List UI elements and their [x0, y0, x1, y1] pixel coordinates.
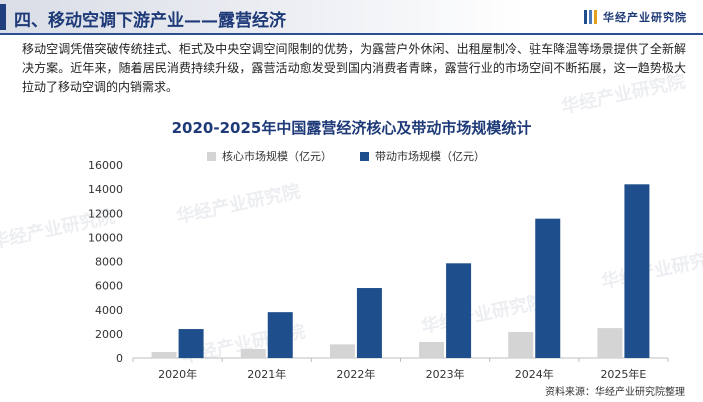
- y-tick-label: 16000: [88, 159, 123, 172]
- y-tick-label: 8000: [95, 256, 123, 269]
- legend-swatch-core: [207, 151, 216, 161]
- header-accent: [0, 4, 6, 30]
- x-tick-label: 2022年: [336, 367, 375, 381]
- bar-core: [508, 332, 534, 358]
- bar-driven: [178, 329, 204, 358]
- bar-driven: [356, 288, 382, 358]
- source-note: 资料来源：华经产业研究院整理: [545, 387, 685, 398]
- y-tick-label: 2000: [95, 328, 123, 341]
- legend-swatch-driven: [360, 151, 369, 161]
- page-title: 四、移动空调下游产业——露营经济: [14, 11, 286, 31]
- intro-paragraph: 移动空调凭借突破传统挂式、柜式及中央空调空间限制的优势，为露营户外休闲、出租屋制…: [22, 42, 686, 94]
- chart-legend: 核心市场规模（亿元） 带动市场规模（亿元）: [207, 148, 485, 164]
- chart-title: 2020-2025年中国露营经济核心及带动市场规模统计: [171, 119, 532, 137]
- y-tick-label: 10000: [88, 231, 123, 244]
- legend-label-core: 核心市场规模（亿元）: [222, 150, 332, 163]
- brand: 华经产业研究院: [584, 9, 687, 25]
- y-tick-label: 14000: [88, 183, 123, 196]
- x-tick-label: 2025年E: [600, 367, 646, 381]
- header-divider: [0, 33, 703, 35]
- x-tick-label: 2023年: [426, 367, 465, 381]
- bar-core: [329, 344, 355, 358]
- header-bar: 四、移动空调下游产业——露营经济 华经产业研究院: [0, 0, 703, 35]
- bar-core: [151, 351, 177, 358]
- bar-driven: [624, 184, 650, 358]
- x-tick-label: 2021年: [247, 367, 286, 381]
- y-tick-label: 4000: [95, 304, 123, 317]
- y-tick-label: 0: [116, 352, 123, 365]
- bar-driven: [446, 263, 472, 358]
- bar-core: [240, 348, 266, 358]
- bar-driven: [267, 312, 293, 358]
- brand-logo-icon: [584, 10, 597, 24]
- legend-item-core: 核心市场规模（亿元）: [207, 148, 332, 164]
- x-tick-label: 2024年: [515, 367, 554, 381]
- legend-label-driven: 带动市场规模（亿元）: [375, 150, 485, 163]
- y-tick-label: 6000: [95, 280, 123, 293]
- bar-core: [597, 328, 623, 358]
- bar-driven: [535, 218, 561, 358]
- legend-item-driven: 带动市场规模（亿元）: [360, 148, 485, 164]
- y-tick-label: 12000: [88, 207, 123, 220]
- bar-core: [419, 341, 445, 358]
- brand-name: 华经产业研究院: [603, 11, 687, 24]
- x-tick-label: 2020年: [158, 367, 197, 381]
